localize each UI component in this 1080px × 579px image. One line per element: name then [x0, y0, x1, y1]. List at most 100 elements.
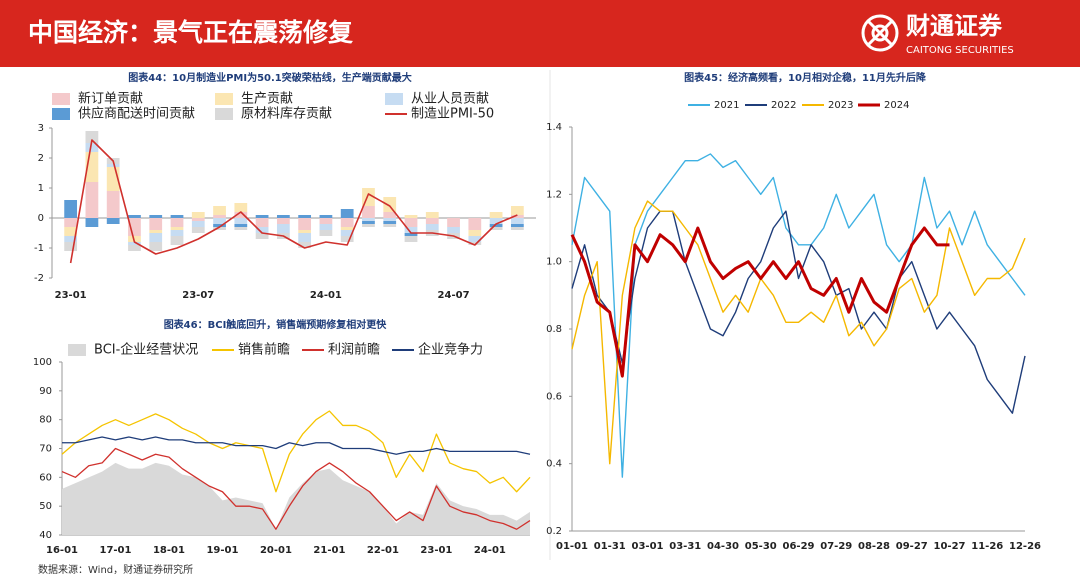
bar	[149, 230, 163, 233]
x-tick-label: 04-30	[707, 541, 739, 552]
bar	[362, 218, 375, 221]
x-tick-label: 23-07	[182, 290, 214, 301]
bar	[170, 227, 184, 230]
line	[570, 226, 950, 378]
x-tick-label: 24-01	[310, 290, 342, 301]
legend-swatch	[215, 93, 233, 105]
bar	[255, 227, 269, 233]
bar	[298, 242, 312, 248]
bar	[85, 182, 99, 218]
bar	[85, 143, 99, 152]
legend-label: 企业竞争力	[418, 342, 483, 358]
bar	[128, 242, 141, 245]
bar	[191, 218, 205, 221]
bar	[213, 227, 226, 230]
bar	[170, 218, 184, 227]
x-tick-label: 23-01	[55, 290, 87, 301]
bar	[85, 131, 99, 143]
y-tick-label: 90	[39, 386, 52, 397]
bar	[255, 233, 269, 239]
line	[69, 139, 518, 264]
bar	[489, 227, 503, 230]
bar	[425, 224, 439, 230]
bar	[468, 242, 482, 245]
bar	[64, 218, 78, 227]
legend-label: 供应商配送时间贡献	[78, 106, 195, 122]
legend-label: 原材料库存贡献	[241, 106, 332, 122]
bar	[340, 236, 354, 242]
bar	[213, 206, 226, 215]
bar	[489, 224, 503, 227]
bar	[170, 215, 184, 218]
source-note: 数据来源：Wind，财通证券研究所	[38, 563, 193, 576]
line	[571, 210, 1026, 414]
legend-label: 利润前瞻	[328, 342, 380, 358]
x-tick-label: 03-31	[669, 541, 701, 552]
legend-label: 生产贡献	[241, 92, 293, 107]
bar	[383, 221, 397, 224]
bar	[64, 236, 78, 242]
bar	[64, 200, 78, 218]
legend-swatch	[385, 93, 403, 105]
bar	[298, 233, 312, 242]
bar	[319, 224, 333, 230]
bar	[149, 233, 163, 242]
y-tick-label: 1.0	[546, 257, 562, 268]
bar	[191, 221, 205, 227]
bar	[234, 218, 248, 224]
bar	[319, 215, 333, 218]
line	[62, 436, 531, 455]
bar	[276, 218, 290, 224]
legend-label: 2024	[884, 100, 909, 111]
x-tick-label: 19-01	[206, 545, 238, 556]
legend-label: BCI-企业经营状况	[94, 342, 198, 358]
y-tick-label: 1	[38, 183, 44, 194]
bar	[510, 224, 524, 227]
bar	[383, 197, 397, 212]
bar	[340, 230, 354, 236]
y-tick-label: 3	[38, 123, 44, 134]
legend-label: 2023	[828, 100, 853, 111]
bar	[468, 236, 482, 242]
x-tick-label: 10-27	[934, 541, 966, 552]
legend-label: 制造业PMI-50	[411, 107, 494, 122]
bar	[383, 224, 397, 227]
bar	[468, 218, 482, 230]
chart-title: 图表44：10月制造业PMI为50.1突破荣枯线，生产端贡献最大	[128, 71, 412, 84]
bar	[468, 230, 482, 236]
bar	[340, 218, 354, 227]
y-tick-label: -2	[34, 273, 44, 284]
bar	[170, 230, 184, 236]
bar	[319, 230, 333, 236]
bar	[234, 203, 248, 212]
bar	[85, 218, 99, 227]
y-tick-label: 0	[38, 213, 44, 224]
bar	[489, 218, 503, 224]
bar	[404, 236, 418, 242]
bar	[213, 218, 226, 224]
x-tick-label: 20-01	[260, 545, 292, 556]
line	[61, 447, 531, 530]
bar	[128, 245, 141, 251]
y-tick-label: 1.4	[546, 122, 562, 133]
legend-label: 新订单贡献	[78, 91, 143, 107]
bar	[404, 227, 418, 233]
y-tick-label: 70	[39, 444, 52, 455]
bar	[362, 221, 375, 224]
bar	[234, 224, 248, 227]
bar	[489, 212, 503, 218]
legend-label: 销售前瞻	[238, 342, 290, 358]
bar	[106, 191, 120, 218]
logo-subtext: CAITONG SECURITIES	[906, 45, 1014, 56]
y-tick-label: 60	[39, 472, 52, 483]
bar	[510, 227, 524, 230]
bar	[64, 227, 78, 236]
area	[62, 462, 530, 535]
bar	[255, 218, 269, 227]
legend-swatch	[52, 93, 70, 105]
x-tick-label: 16-01	[46, 545, 78, 556]
x-tick-label: 24-01	[474, 545, 506, 556]
bar	[298, 218, 312, 230]
bar	[447, 227, 460, 233]
